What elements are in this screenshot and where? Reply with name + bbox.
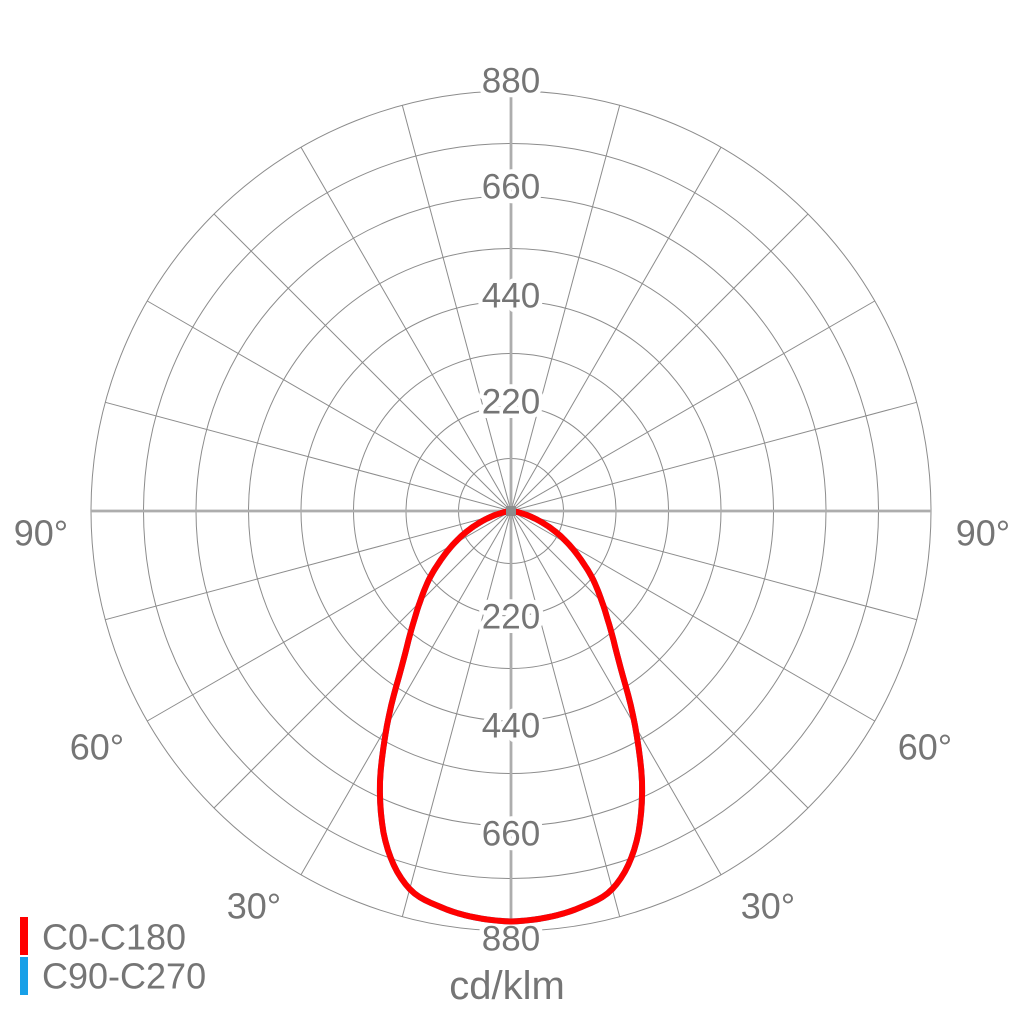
grid-spoke-330: [300, 510, 512, 875]
grid-spoke-240: [147, 300, 512, 512]
grid-spoke-195: [401, 105, 512, 512]
distribution-curve-c0-c180: [376, 508, 646, 925]
grid-spoke-255: [105, 401, 512, 512]
angle-label-right-90: 90°: [956, 513, 1010, 554]
radial-tick-label-top-660: 660: [482, 168, 540, 207]
grid-spoke-135: [510, 213, 809, 512]
legend-swatch-c0-c180: [20, 917, 28, 955]
radial-tick-label-bottom-440: 440: [482, 707, 540, 746]
angle-label-left-90: 90°: [14, 513, 68, 554]
legend-label-c90-c270: C90-C270: [42, 956, 206, 997]
units-label: cd/klm: [449, 964, 565, 1008]
radial-tick-label-top-440: 440: [482, 277, 540, 316]
distribution-curves: [376, 508, 646, 925]
grid-spoke-105: [510, 401, 917, 512]
radial-tick-label-top-220: 220: [482, 383, 540, 422]
grid-spoke-225: [213, 213, 512, 512]
angle-label-right-60: 60°: [898, 727, 952, 768]
grid-spoke-75: [510, 510, 917, 621]
radial-tick-label-bottom-660: 660: [482, 815, 540, 854]
legend: C0-C180 C90-C270: [20, 917, 206, 997]
angle-label-left-60: 60°: [70, 727, 124, 768]
grid-spoke-315: [213, 510, 512, 809]
polar-center-marker: [506, 506, 516, 516]
grid-spoke-30: [510, 510, 722, 875]
angle-labels: 90° 90° 60° 60° 30° 30°: [14, 513, 1010, 927]
grid-spoke-15: [510, 510, 621, 917]
grid-spoke-210: [300, 147, 512, 512]
radial-tick-label-bottom-220: 220: [482, 598, 540, 637]
radial-tick-label-top-880: 880: [482, 62, 540, 101]
angle-label-right-30: 30°: [741, 886, 795, 927]
legend-label-c0-c180: C0-C180: [42, 917, 186, 958]
radial-tick-label-bottom-880: 880: [482, 920, 540, 959]
grid-spoke-285: [105, 510, 512, 621]
grid-spoke-150: [510, 147, 722, 512]
grid-spoke-345: [401, 510, 512, 917]
grid-spoke-165: [510, 105, 621, 512]
legend-swatch-c90-c270: [20, 957, 28, 995]
polar-grid-spokes: [105, 105, 917, 917]
angle-label-left-30: 30°: [227, 886, 281, 927]
grid-spoke-120: [510, 300, 875, 512]
radial-tick-labels: 220 220 440 440 660 660 880 880: [477, 57, 544, 963]
grid-spoke-45: [510, 510, 809, 809]
